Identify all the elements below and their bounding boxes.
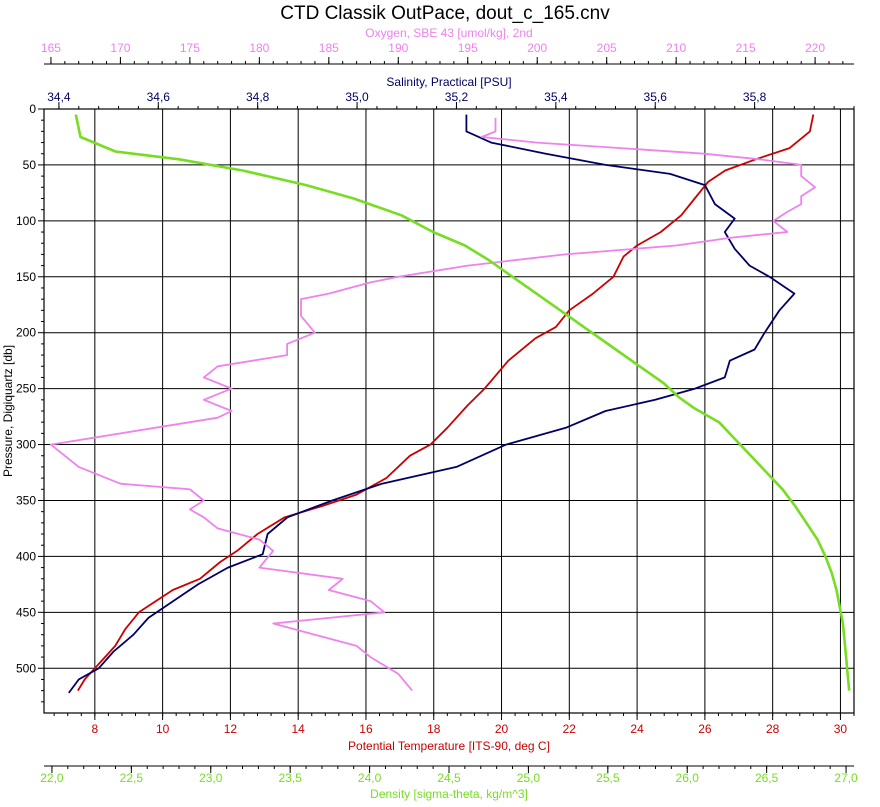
x-tick-label-oxygen: 185: [319, 41, 339, 55]
x-tick-label-temperature: 8: [91, 722, 98, 736]
axes: 0 50 100 150 200 250 300 350 400 450 500 Pressure, …: [1, 26, 858, 801]
x-tick-label-density: 27,0: [834, 771, 858, 785]
x-tick-label-temperature: 16: [359, 722, 373, 736]
x-tick-label-density: 22,0: [40, 771, 64, 785]
x-tick-label-temperature: 20: [495, 722, 509, 736]
axis-label-oxygen: Oxygen, SBE 43 [umol/kg], 2nd: [365, 26, 532, 40]
y-tick-label: 0: [29, 102, 36, 116]
x-tick-label-density: 26,0: [676, 771, 700, 785]
x-tick-label-oxygen: 175: [180, 41, 200, 55]
axis-label-temperature: Potential Temperature [ITS-90, deg C]: [348, 739, 550, 753]
axis-label-density: Density [sigma-theta, kg/m^3]: [370, 787, 528, 801]
x-tick-label-temperature: 30: [834, 722, 848, 736]
x-tick-label-salinity: 35,2: [445, 90, 469, 104]
y-tick-label: 200: [16, 326, 36, 340]
x-tick-label-oxygen: 210: [666, 41, 686, 55]
x-tick-label-temperature: 24: [630, 722, 644, 736]
x-tick-label-oxygen: 165: [41, 41, 61, 55]
series-line-oxygen: [50, 117, 816, 692]
x-tick-label-density: 24,5: [437, 771, 461, 785]
x-tick-label-oxygen: 215: [736, 41, 756, 55]
x-tick-label-oxygen: 170: [110, 41, 130, 55]
axis-label-salinity: Salinity, Practical [PSU]: [386, 75, 511, 89]
y-tick-label: 400: [16, 549, 36, 563]
x-tick-label-salinity: 35,6: [644, 90, 668, 104]
grid-lines: [44, 109, 854, 713]
x-tick-label-temperature: 14: [292, 722, 306, 736]
x-tick-label-oxygen: 190: [388, 41, 408, 55]
x-tick-label-salinity: 35,4: [544, 90, 568, 104]
x-tick-label-temperature: 22: [563, 722, 577, 736]
series-line-temperature: [77, 114, 815, 692]
chart-title: CTD Classik OutPace, dout_c_165.cnv: [280, 3, 610, 24]
x-tick-label-density: 25,0: [517, 771, 541, 785]
x-tick-label-oxygen: 220: [805, 41, 825, 55]
x-tick-label-salinity: 34,6: [147, 90, 171, 104]
plot-frame: [43, 108, 855, 714]
x-tick-label-salinity: 35,8: [743, 90, 767, 104]
y-tick-label: 450: [16, 605, 36, 619]
x-tick-label-salinity: 35,0: [345, 90, 369, 104]
x-tick-label-oxygen: 200: [527, 41, 547, 55]
data-series: [50, 114, 851, 694]
x-tick-label-density: 25,5: [596, 771, 620, 785]
y-tick-label: 250: [16, 382, 36, 396]
x-tick-label-density: 22,5: [120, 771, 144, 785]
series-line-density: [74, 114, 851, 691]
y-tick-label: 300: [16, 438, 36, 452]
x-tick-label-oxygen: 195: [458, 41, 478, 55]
x-tick-label-density: 24,0: [358, 771, 382, 785]
x-tick-label-temperature: 10: [156, 722, 170, 736]
x-tick-label-oxygen: 205: [597, 41, 617, 55]
x-tick-label-salinity: 34,4: [47, 90, 71, 104]
x-tick-label-temperature: 12: [224, 722, 238, 736]
y-tick-label: 50: [23, 158, 37, 172]
x-tick-label-density: 26,5: [755, 771, 779, 785]
x-tick-label-temperature: 26: [698, 722, 712, 736]
x-tick-label-density: 23,5: [278, 771, 302, 785]
series-line-salinity: [68, 114, 796, 694]
x-tick-label-temperature: 28: [766, 722, 780, 736]
y-tick-label: 350: [16, 493, 36, 507]
x-tick-label-temperature: 18: [427, 722, 441, 736]
x-tick-label-oxygen: 180: [249, 41, 269, 55]
x-tick-label-salinity: 34,8: [246, 90, 270, 104]
y-tick-label: 500: [16, 661, 36, 675]
y-axis-label: Pressure, Digiquartz [db]: [1, 345, 15, 477]
y-tick-label: 100: [16, 214, 36, 228]
x-tick-label-density: 23,0: [199, 771, 223, 785]
y-tick-label: 150: [16, 270, 36, 284]
